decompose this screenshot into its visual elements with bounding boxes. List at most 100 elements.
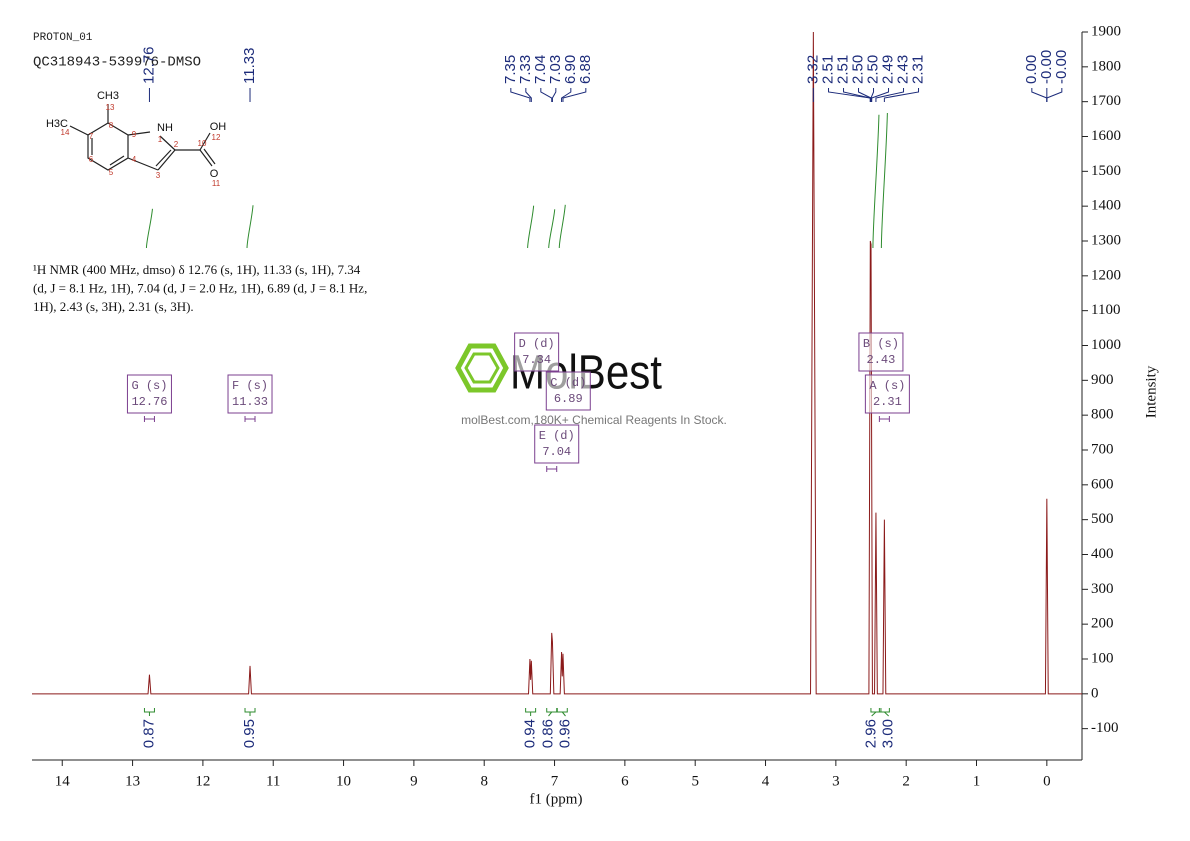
x-tick-label: 0 [1043, 773, 1051, 789]
multiplet-label: E (d) [539, 429, 575, 443]
atom-label: H3C [46, 118, 68, 130]
spectrum [32, 31, 1082, 695]
y-tick-label: 1800 [1091, 58, 1121, 74]
peak-label: 2.51 [819, 55, 836, 84]
peak-label: 6.90 [562, 55, 579, 84]
peak-label: 2.31 [909, 55, 926, 84]
structure [69, 104, 216, 171]
integral-label: 0.95 [241, 719, 258, 748]
multiplet-box [534, 424, 580, 464]
peak-label: 3.32 [804, 55, 821, 84]
peak-connector [1046, 88, 1063, 102]
integral-bracket [546, 708, 558, 717]
x-tick-label: 11 [266, 773, 280, 789]
peak-label: 7.35 [502, 55, 519, 84]
bond [127, 157, 159, 171]
atom-number: 13 [106, 103, 115, 112]
atom-number: 12 [212, 133, 221, 142]
x-tick-label: 1 [973, 773, 981, 789]
multiplet-shift: 6.89 [554, 392, 583, 406]
y-tick-label: 1900 [1091, 23, 1121, 39]
bond [203, 148, 216, 165]
peak-label: -0.00 [1053, 50, 1070, 84]
peak-label: 7.03 [547, 55, 564, 84]
integral-curve [872, 114, 880, 249]
atom-number: 4 [132, 155, 137, 164]
multiplet-range [878, 416, 890, 422]
y-tick-label: 1500 [1091, 163, 1121, 179]
multiplet-box [545, 371, 591, 411]
multiplet-shift: 2.31 [873, 395, 902, 409]
x-tick-label: 4 [762, 773, 770, 789]
multiplet-label: A (s) [869, 379, 905, 393]
bond [159, 135, 176, 151]
multiplet-label: F (s) [232, 379, 268, 393]
y-tick-label: 1300 [1091, 232, 1121, 248]
multiplet-box [858, 332, 904, 372]
multiplet-box [126, 374, 172, 414]
y-tick-label: 1700 [1091, 93, 1121, 109]
atom-label: NH [157, 122, 173, 134]
integral-label: 0.94 [522, 719, 539, 748]
peak-connector [870, 88, 875, 102]
integral-curve [548, 209, 556, 249]
multiplet-box [227, 374, 273, 414]
peak-label: 6.88 [577, 55, 594, 84]
peak-connector [525, 88, 532, 102]
bond [155, 149, 172, 167]
y-tick-label: 900 [1091, 372, 1114, 388]
integral-curve [527, 205, 535, 249]
peak-connector [843, 88, 871, 102]
bond [199, 149, 213, 167]
sample-name: QC318943-539976-DMSO [33, 55, 201, 71]
y-tick-label: 300 [1091, 581, 1114, 597]
peak-label: 12.76 [140, 46, 157, 84]
integral-label: 3.00 [880, 719, 897, 748]
y-tick-label: 700 [1091, 441, 1114, 457]
y-tick-label: 1200 [1091, 267, 1121, 283]
atom-number: 3 [156, 171, 161, 180]
multiplet-box [864, 374, 910, 414]
y-axis-label: Intensity [1143, 365, 1159, 418]
y-tick-label: 500 [1091, 511, 1114, 527]
bond [127, 131, 151, 136]
peak-connector [561, 88, 572, 102]
experiment: PROTON_01 [33, 32, 93, 44]
multiplet-shift: 12.76 [131, 395, 167, 409]
x-tick-label: 14 [55, 773, 71, 789]
multiplet-range [546, 466, 558, 472]
peak-connector [1031, 88, 1048, 102]
peak-label: 2.50 [864, 55, 881, 84]
y-tick-label: 1100 [1091, 302, 1120, 318]
peak-connector [562, 88, 587, 102]
peak-connector [551, 88, 557, 102]
bond [109, 155, 125, 166]
y-tick-label: 1600 [1091, 128, 1121, 144]
multiplet-label: G (s) [131, 379, 167, 393]
x-tick-label: 2 [902, 773, 910, 789]
integral-label: 2.96 [863, 719, 880, 748]
y-tick-label: 400 [1091, 546, 1114, 562]
multiplet-range [143, 416, 155, 422]
bond [69, 125, 89, 136]
peak-label: 2.49 [879, 55, 896, 84]
integral-bracket [244, 708, 256, 716]
integral-bracket [878, 708, 890, 717]
bond [199, 132, 211, 151]
x-axis-label: f1 (ppm) [530, 791, 583, 807]
atom-number: 8 [109, 121, 114, 130]
y-tick-label: 200 [1091, 616, 1114, 632]
integral-bracket [143, 708, 155, 716]
watermark-tagline: molBest.com,180K+ Chemical Reagents In S… [461, 413, 727, 427]
peak-connector [510, 88, 531, 102]
x-tick-label: 5 [691, 773, 699, 789]
x-tick-label: 9 [410, 773, 418, 789]
peak-connector [883, 88, 920, 102]
x-tick-label: 3 [832, 773, 840, 789]
y-tick-label: 100 [1091, 650, 1114, 666]
nmr-description: ¹H NMR (400 MHz, dmso) δ 12.76 (s, 1H), … [33, 262, 361, 277]
y-tick-label: 800 [1091, 407, 1114, 423]
nmr-description: 1H), 2.43 (s, 3H), 2.31 (s, 3H). [33, 299, 194, 314]
multiplet-shift: 7.34 [522, 353, 551, 367]
